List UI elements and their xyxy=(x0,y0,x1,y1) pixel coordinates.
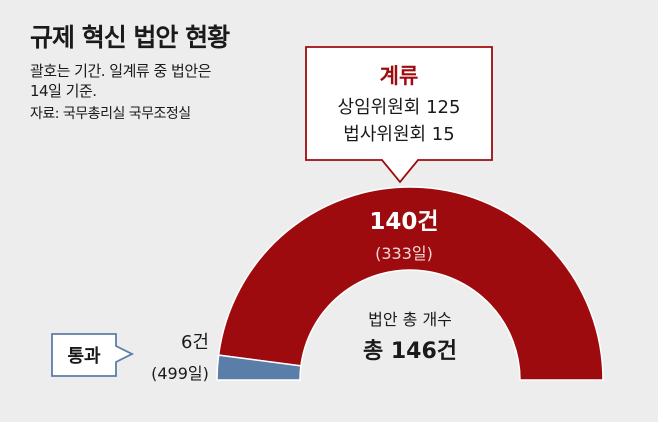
total-label: 법안 총 개수 xyxy=(368,310,452,329)
pending-breakdown-legislation: 법사위원회 15 xyxy=(343,124,454,145)
chart-note-line2: 14일 기준. xyxy=(30,82,97,100)
chart-note-line1: 괄호는 기간. 일계류 중 법안은 xyxy=(30,62,211,80)
pending-callout-box xyxy=(305,46,493,184)
segment-pending xyxy=(217,186,604,381)
total-value-label: 총 146건 xyxy=(363,339,457,364)
passed-value-label: 6건 xyxy=(181,332,209,353)
chart-source: 자료: 국무총리실 국무조정실 xyxy=(30,106,191,122)
pending-category-label: 계류 xyxy=(380,64,419,88)
segment-passed xyxy=(216,354,302,381)
pending-breakdown-committee: 상임위원회 125 xyxy=(338,97,461,118)
passed-category-label: 통과 xyxy=(67,346,101,367)
pending-value-label: 140건 xyxy=(369,209,438,235)
passed-duration-label: (499일) xyxy=(151,364,209,383)
chart-title: 규제 혁신 법안 현황 xyxy=(30,23,230,52)
passed-callout-box xyxy=(51,333,135,377)
pending-duration-label: (333일) xyxy=(375,244,433,263)
